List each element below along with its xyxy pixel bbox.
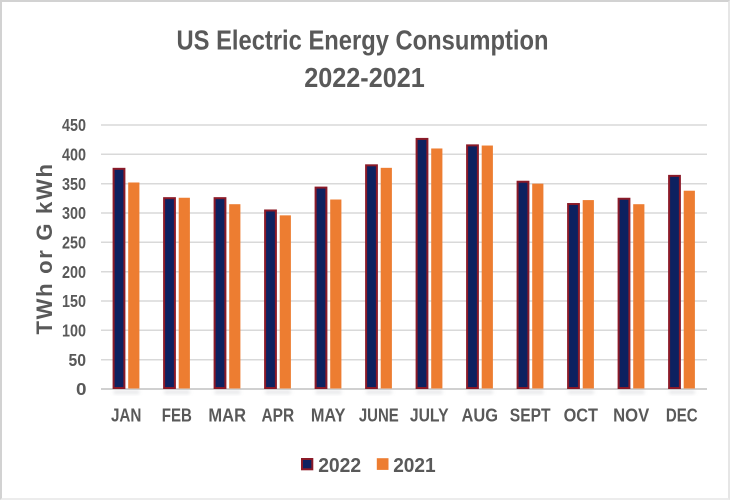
svg-text:JUNE: JUNE [359,406,399,426]
svg-text:2021: 2021 [393,455,436,477]
svg-text:100: 100 [62,320,86,340]
svg-text:200: 200 [62,262,86,282]
svg-text:MAY: MAY [311,406,346,426]
svg-text:JAN: JAN [111,406,142,426]
svg-text:APR: APR [261,406,294,426]
svg-text:OCT: OCT [564,406,598,426]
svg-text:2022: 2022 [318,455,361,477]
svg-text:250: 250 [62,232,86,252]
svg-text:SEPT: SEPT [510,406,551,426]
svg-text:NOV: NOV [613,406,649,426]
svg-text:450: 450 [62,115,86,135]
svg-text:350: 350 [62,174,86,194]
svg-text:50: 50 [69,350,87,370]
svg-text:0: 0 [76,379,87,399]
svg-text:2022-2021: 2022-2021 [304,62,425,93]
svg-text:FEB: FEB [162,406,192,426]
svg-text:300: 300 [62,203,86,223]
svg-text:AUG: AUG [462,406,499,426]
svg-text:MAR: MAR [208,406,246,426]
svg-text:400: 400 [62,144,86,164]
svg-text:TWh or G kWh: TWh or G kWh [32,164,57,334]
svg-text:US Electric Energy Consumption: US Electric Energy Consumption [177,25,549,56]
svg-text:DEC: DEC [666,406,698,426]
svg-text:JULY: JULY [410,406,449,426]
svg-text:150: 150 [62,291,86,311]
